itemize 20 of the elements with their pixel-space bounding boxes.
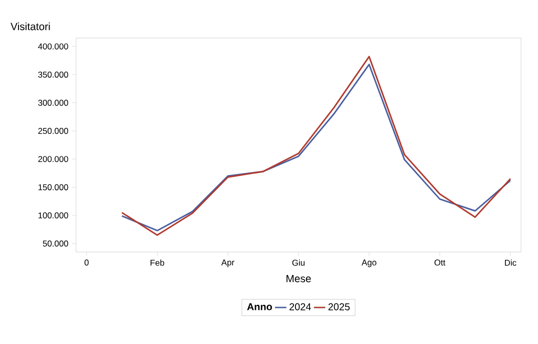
legend-title: Anno [247, 303, 272, 310]
y-tick-label: 50.000 [42, 240, 68, 247]
x-tick-label: Giu [292, 260, 305, 266]
legend-label: 2025 [328, 303, 350, 310]
y-tick-label: 100.000 [38, 212, 68, 218]
y-tick-label: 250.000 [38, 128, 68, 134]
x-tick-label: 0 [84, 260, 89, 266]
y-tick-label: 150.000 [38, 184, 68, 190]
x-tick-label: Feb [150, 260, 164, 266]
legend-label: 2024 [290, 303, 311, 310]
x-tick-label: Dic [504, 260, 516, 266]
x-tick-label: Apr [221, 260, 234, 268]
y-tick-label: 400.000 [38, 43, 68, 50]
y-tick-label: 350.000 [38, 72, 68, 78]
x-axis-title: Mese [286, 274, 311, 282]
y-axis-title: Visitatori [10, 22, 50, 30]
x-tick-label: Ago [362, 260, 376, 268]
y-tick-label: 200.000 [38, 156, 68, 162]
y-tick-label: 300.000 [38, 100, 68, 106]
x-tick-label: Ott [434, 260, 446, 266]
